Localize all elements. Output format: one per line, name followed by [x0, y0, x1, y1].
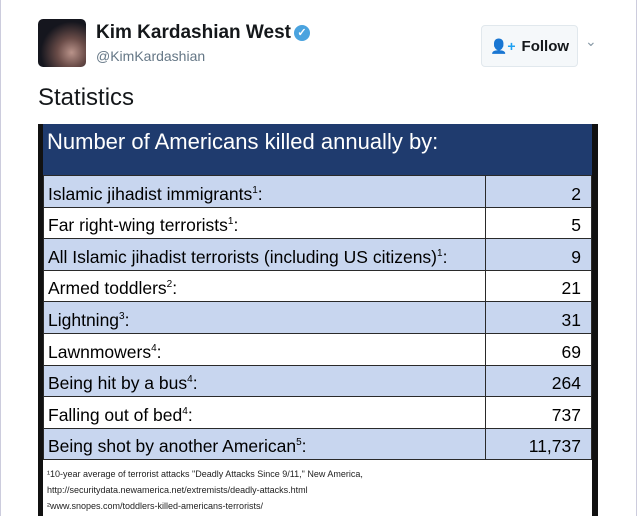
table-row: Being hit by a bus4: 264 — [43, 364, 592, 398]
row-label: Falling out of bed4: — [43, 396, 486, 429]
row-value: 9 — [485, 238, 592, 271]
table-row: Being shot by another American5: 11,737 — [43, 427, 592, 461]
table-row: Far right-wing terrorists1: 5 — [43, 206, 592, 240]
footnote: http://securitydata.newamerica.net/extre… — [47, 485, 308, 496]
table-row: Falling out of bed4: 737 — [43, 396, 592, 429]
tweet-image[interactable]: Number of Americans killed annually by: … — [38, 124, 598, 518]
row-label: Lawnmowers4: — [43, 332, 486, 366]
row-label: Lightning3: — [43, 301, 486, 334]
row-label: Being hit by a bus4: — [43, 364, 486, 398]
footnote: ²www.snopes.com/toddlers-killed-american… — [47, 501, 264, 512]
chevron-down-icon[interactable]: ⌄ — [585, 33, 597, 49]
row-label: Armed toddlers2: — [43, 269, 486, 303]
row-label: Islamic jihadist immigrants1: — [43, 175, 486, 208]
row-value: 264 — [485, 364, 592, 398]
table-row: Lightning3: 31 — [43, 301, 592, 334]
table-row: All Islamic jihadist terrorists (includi… — [43, 238, 592, 271]
row-label: Far right-wing terrorists1: — [43, 206, 486, 240]
row-value: 31 — [485, 301, 592, 334]
row-label: All Islamic jihadist terrorists (includi… — [43, 238, 486, 271]
footnote: ¹10-year average of terrorist attacks "D… — [47, 469, 363, 480]
row-value: 21 — [485, 269, 592, 303]
row-value: 5 — [485, 206, 592, 240]
row-value: 737 — [485, 396, 592, 429]
table-row: Lawnmowers4: 69 — [43, 332, 592, 366]
verified-badge-icon: ✓ — [293, 25, 310, 41]
image-title: Number of Americans killed annually by: — [43, 124, 592, 175]
avatar[interactable] — [38, 19, 86, 67]
table-row: Armed toddlers2: 21 — [43, 269, 592, 303]
user-handle[interactable]: @KimKardashian — [96, 48, 206, 64]
footnotes: ¹10-year average of terrorist attacks "D… — [43, 460, 592, 518]
table-row: Islamic jihadist immigrants1: 2 — [43, 175, 592, 208]
tweet-text: Statistics — [38, 84, 135, 111]
add-user-icon: 👤+ — [489, 37, 516, 54]
row-value: 2 — [485, 175, 592, 208]
row-label: Being shot by another American5: — [43, 427, 486, 461]
display-name[interactable]: Kim Kardashian West ✓ — [96, 22, 310, 44]
stats-table: Islamic jihadist immigrants1: 2 Far right-… — [43, 175, 592, 461]
follow-button[interactable]: 👤+ Follow — [481, 25, 578, 67]
row-value: 11,737 — [485, 427, 592, 461]
row-value: 69 — [485, 332, 592, 366]
